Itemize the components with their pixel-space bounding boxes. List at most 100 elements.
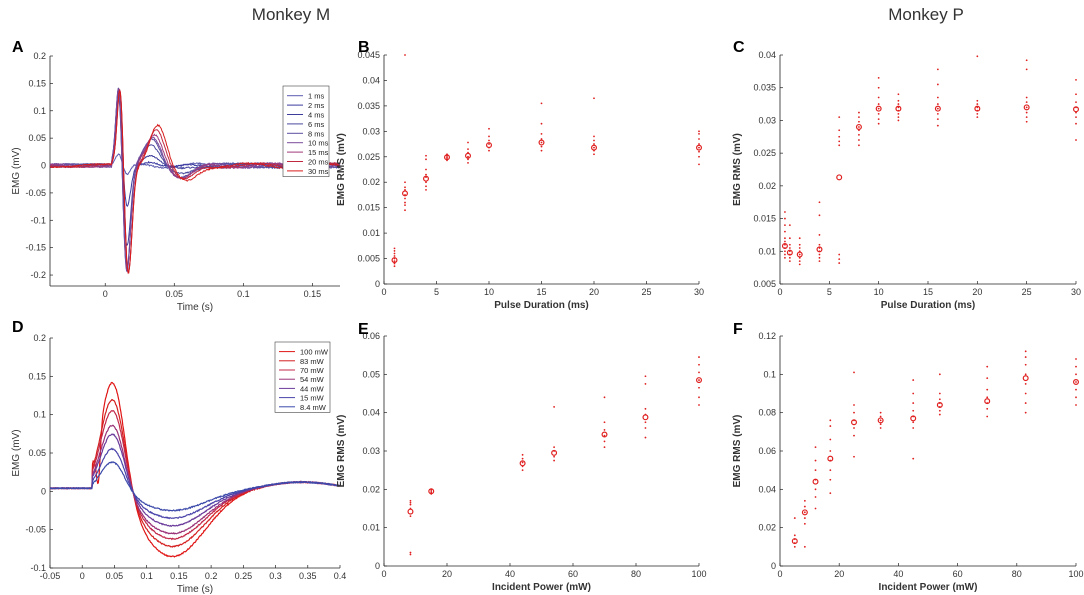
data-point: [938, 398, 941, 401]
x-tick-label: 0: [103, 289, 108, 299]
data-point: [644, 427, 647, 429]
data-point: [936, 118, 939, 121]
x-tick-label: 0.05: [166, 289, 184, 299]
data-point: [788, 224, 791, 227]
y-tick-label: 0.04: [362, 408, 380, 418]
mean-marker: [391, 257, 398, 264]
mean-marker: [538, 139, 545, 146]
data-point: [818, 243, 821, 246]
y-tick-label: 0: [41, 161, 46, 171]
y-tick-label: 0.04: [758, 484, 776, 494]
data-point: [553, 459, 555, 462]
mean-marker: [801, 509, 808, 516]
data-point: [393, 262, 396, 265]
x-axis-label: Pulse Duration (ms): [494, 300, 588, 311]
data-point: [897, 103, 900, 105]
data-point: [829, 438, 832, 441]
mean-marker: [590, 144, 597, 151]
data-point: [818, 201, 821, 204]
data-point: [404, 209, 406, 212]
x-axis-label: Incident Power (mW): [492, 582, 591, 593]
data-point: [853, 434, 855, 437]
mean-marker: [402, 190, 409, 197]
data-point: [1024, 350, 1027, 353]
data-point: [393, 265, 396, 268]
mean-marker: [407, 508, 414, 515]
data-point: [593, 135, 595, 138]
y-tick-label: 0.04: [362, 75, 380, 85]
data-point: [897, 99, 900, 102]
data-point: [938, 409, 941, 412]
data-point: [488, 127, 490, 130]
y-tick-label: 0.2: [33, 51, 46, 61]
legend-entry: 100 mW: [300, 348, 329, 357]
data-point: [1025, 106, 1028, 109]
data-point: [912, 409, 915, 412]
data-point: [853, 404, 855, 406]
y-tick-label: 0.2: [33, 333, 46, 343]
y-tick-label: 0.1: [33, 106, 46, 116]
data-point: [540, 145, 543, 148]
data-point: [936, 112, 939, 115]
data-point: [698, 150, 700, 153]
y-tick-label: 0: [375, 561, 380, 571]
data-point: [976, 55, 979, 58]
x-tick-label: 25: [1022, 287, 1032, 297]
data-point: [593, 97, 595, 100]
data-point: [1075, 388, 1077, 391]
data-point: [467, 148, 469, 151]
mean-marker: [486, 142, 493, 149]
data-point: [698, 132, 700, 135]
data-point: [936, 96, 939, 99]
data-point: [912, 427, 915, 429]
data-point: [814, 469, 817, 472]
mean-marker: [855, 123, 862, 130]
mean-marker: [695, 377, 702, 384]
data-point: [430, 491, 433, 494]
x-tick-label: 0.15: [170, 571, 188, 581]
x-axis-label: Time (s): [177, 302, 213, 313]
data-point: [793, 517, 796, 519]
data-point: [936, 68, 939, 71]
y-tick-label: 0.1: [763, 369, 776, 379]
x-axis-label: Time (s): [177, 584, 213, 595]
data-point: [425, 168, 427, 171]
data-point: [698, 138, 700, 140]
y-tick-label: 0.01: [758, 246, 776, 256]
data-point: [858, 144, 860, 147]
data-point: [858, 116, 860, 119]
data-point: [784, 224, 786, 227]
data-point: [593, 143, 595, 145]
panel-label-b: B: [358, 39, 370, 56]
y-tick-label: 0.02: [362, 484, 380, 494]
x-tick-label: 0.3: [269, 571, 282, 581]
data-point: [877, 118, 880, 121]
panel-e: 0 20 40 60 80 100 0 0.01 0.02 0.03 0.04 0.05 0.06 Inc…: [336, 321, 707, 593]
data-point: [393, 247, 396, 250]
data-point: [425, 181, 427, 184]
y-tick-label: -0.1: [30, 563, 46, 573]
data-point: [814, 459, 817, 462]
data-point: [798, 247, 801, 249]
data-point: [976, 103, 979, 105]
data-point: [521, 461, 524, 464]
legend-entry: 44 mW: [300, 384, 325, 393]
column-title-monkey-p: Monkey P: [888, 5, 964, 24]
x-tick-label: 0: [777, 569, 782, 579]
x-tick-label: 0: [777, 287, 782, 297]
data-point: [553, 455, 555, 458]
data-point: [1075, 116, 1077, 119]
data-point: [1024, 356, 1027, 358]
data-point: [784, 256, 786, 259]
data-point: [1025, 116, 1028, 119]
data-point: [603, 429, 606, 431]
data-point: [784, 237, 786, 240]
legend-entry: 6 ms: [308, 120, 325, 129]
mean-marker: [1023, 104, 1030, 111]
mean-marker: [781, 243, 788, 250]
data-point: [404, 197, 406, 200]
panel-label-c: C: [733, 39, 745, 56]
data-point: [553, 446, 555, 449]
x-tick-label: 0.35: [299, 571, 317, 581]
data-point: [803, 499, 806, 502]
